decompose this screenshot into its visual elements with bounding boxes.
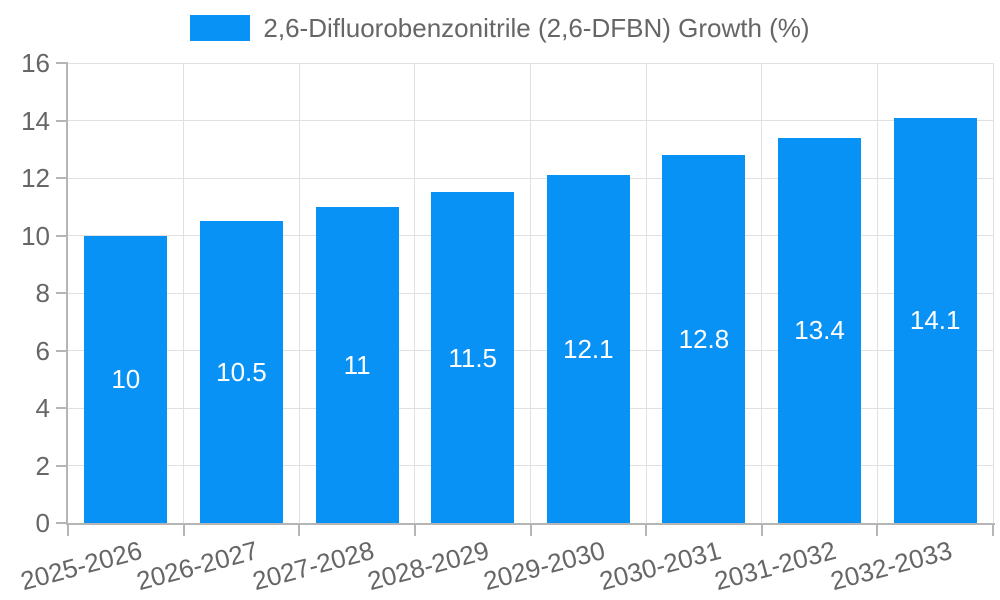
x-axis-label: 2032-2033 xyxy=(827,535,955,597)
y-axis-tick xyxy=(56,292,68,294)
x-axis-tick xyxy=(645,523,648,536)
bar-value-label: 11 xyxy=(343,349,371,380)
y-axis-label: 16 xyxy=(21,48,50,78)
x-axis-label: 2030-2031 xyxy=(595,535,724,597)
y-axis-tick xyxy=(56,62,68,64)
bar[interactable] xyxy=(315,206,399,523)
gridline-vertical xyxy=(876,63,878,523)
gridline-vertical xyxy=(298,63,300,523)
x-axis-tick xyxy=(182,523,185,536)
bar-value-label: 12.1 xyxy=(563,334,614,365)
y-axis-label: 2 xyxy=(35,450,50,481)
y-axis-label: 6 xyxy=(35,335,50,366)
x-axis-label: 2027-2028 xyxy=(248,535,377,597)
bar-value-label: 10.5 xyxy=(216,357,267,388)
gridline-vertical xyxy=(992,63,994,523)
y-axis-line xyxy=(66,63,68,525)
x-axis-tick xyxy=(876,523,879,536)
y-axis-tick xyxy=(56,234,68,237)
bar[interactable] xyxy=(662,155,746,523)
x-axis-tick xyxy=(529,523,532,536)
y-axis-tick xyxy=(56,464,68,467)
y-axis-label: 0 xyxy=(35,508,50,538)
bar[interactable] xyxy=(199,221,283,523)
y-axis-label: 8 xyxy=(35,278,50,308)
gridline-vertical xyxy=(183,63,185,523)
legend-label: 2,6-Difluorobenzonitrile (2,6-DFBN) Grow… xyxy=(263,13,810,43)
x-axis-label: 2025-2026 xyxy=(17,535,146,597)
x-axis-label: 2031-2032 xyxy=(711,535,840,597)
x-axis-tick xyxy=(992,523,994,536)
x-axis-label: 2026-2027 xyxy=(133,535,262,597)
legend[interactable]: 2,6-Difluorobenzonitrile (2,6-DFBN) Grow… xyxy=(0,11,1000,45)
y-axis-label: 14 xyxy=(21,105,50,136)
bar-value-label: 13.4 xyxy=(794,315,845,346)
bar[interactable] xyxy=(546,175,630,523)
x-axis-tick xyxy=(760,523,763,536)
bar-value-label: 10 xyxy=(111,364,141,395)
y-axis-tick xyxy=(56,522,68,524)
y-axis-tick xyxy=(56,349,68,352)
x-axis-label: 2028-2029 xyxy=(364,535,493,597)
x-axis-label: 2029-2030 xyxy=(480,535,609,597)
y-axis-tick xyxy=(56,407,68,409)
legend-swatch-icon xyxy=(190,15,251,41)
bar[interactable] xyxy=(431,192,515,523)
bar-value-label: 11.5 xyxy=(448,342,498,373)
x-axis-tick xyxy=(67,523,69,536)
x-axis-tick xyxy=(298,523,301,536)
bar-value-label: 12.8 xyxy=(678,324,730,354)
x-axis-line xyxy=(66,523,995,525)
bar-value-label: 14.1 xyxy=(909,305,961,336)
bar[interactable] xyxy=(893,117,977,523)
y-axis-tick xyxy=(56,119,68,122)
bar[interactable] xyxy=(84,235,168,523)
y-axis-tick xyxy=(56,177,68,179)
y-axis-label: 4 xyxy=(35,393,50,423)
gridline-vertical xyxy=(414,63,416,523)
gridline-vertical xyxy=(761,63,763,523)
x-axis-tick xyxy=(413,523,416,536)
y-axis-label: 12 xyxy=(21,163,50,193)
bar[interactable] xyxy=(778,137,862,523)
gridline-vertical xyxy=(645,63,647,523)
y-axis-label: 10 xyxy=(21,220,50,251)
gridline-vertical xyxy=(530,63,531,523)
